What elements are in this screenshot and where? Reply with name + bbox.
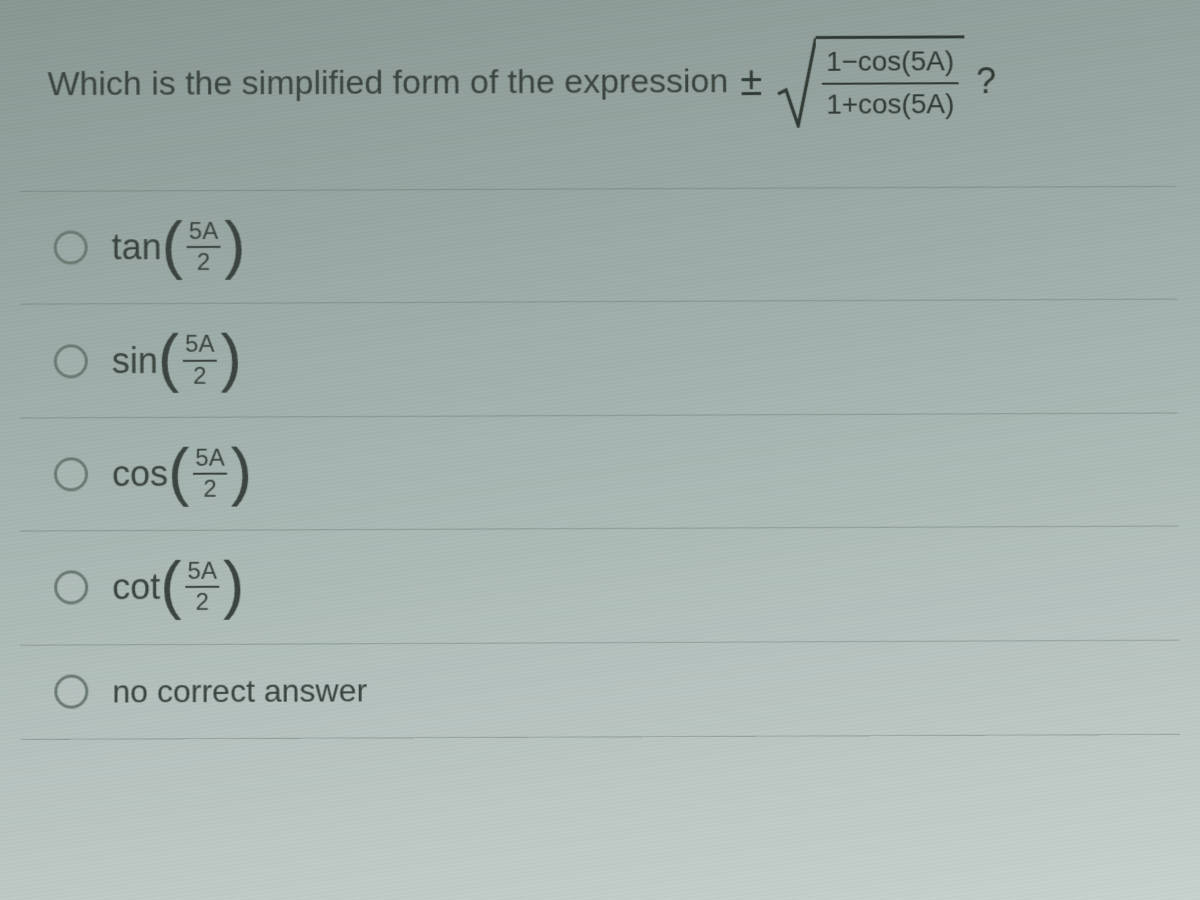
close-paren: ) bbox=[220, 336, 241, 381]
radicand-numerator: 1−cos(5A) bbox=[822, 46, 958, 79]
arg-numerator: 5A bbox=[193, 445, 226, 470]
option-math: cot ( 5A 2 ) bbox=[112, 559, 244, 616]
option-row[interactable]: tan ( 5A 2 ) bbox=[20, 187, 1177, 305]
option-row[interactable]: no correct answer bbox=[20, 640, 1180, 739]
radicand: 1−cos(5A) 1+cos(5A) bbox=[816, 35, 965, 123]
arg-numerator: 5A bbox=[186, 559, 219, 584]
radio-icon[interactable] bbox=[54, 571, 88, 605]
open-paren: ( bbox=[168, 449, 189, 494]
half-angle-fraction: 5A 2 bbox=[186, 559, 220, 616]
half-angle-fraction: 5A 2 bbox=[193, 445, 226, 502]
arg-denominator: 2 bbox=[194, 590, 211, 615]
radicand-denominator: 1+cos(5A) bbox=[822, 88, 958, 121]
fraction-bar bbox=[193, 473, 226, 475]
radio-icon[interactable] bbox=[54, 674, 88, 708]
option-row[interactable]: sin ( 5A 2 ) bbox=[20, 300, 1178, 418]
radical-icon bbox=[776, 36, 816, 128]
question-stem: Which is the simplified form of the expr… bbox=[20, 17, 1177, 191]
close-paren: ) bbox=[224, 223, 245, 268]
arg-denominator: 2 bbox=[195, 250, 212, 275]
stem-text: Which is the simplified form of the expr… bbox=[47, 58, 728, 110]
half-angle-fraction: 5A 2 bbox=[187, 219, 220, 275]
open-paren: ( bbox=[162, 223, 183, 268]
options-list: tan ( 5A 2 ) sin ( 5A 2 ) bbox=[20, 186, 1180, 740]
fraction-bar bbox=[183, 359, 216, 361]
plus-minus-symbol: ± bbox=[740, 53, 762, 111]
trig-fn: sin bbox=[112, 340, 158, 382]
question-card: Which is the simplified form of the expr… bbox=[20, 17, 1182, 884]
radio-icon[interactable] bbox=[54, 457, 88, 491]
fraction-bar bbox=[822, 82, 958, 85]
arg-denominator: 2 bbox=[201, 477, 218, 502]
option-text: no correct answer bbox=[112, 672, 367, 710]
trig-fn: tan bbox=[112, 226, 162, 268]
radio-icon[interactable] bbox=[54, 231, 88, 265]
arg-denominator: 2 bbox=[191, 363, 208, 388]
radicand-fraction: 1−cos(5A) 1+cos(5A) bbox=[822, 46, 959, 121]
fraction-bar bbox=[187, 246, 220, 248]
option-math: sin ( 5A 2 ) bbox=[112, 332, 242, 389]
arg-numerator: 5A bbox=[187, 219, 220, 244]
option-math: tan ( 5A 2 ) bbox=[112, 219, 246, 276]
radio-icon[interactable] bbox=[54, 344, 88, 378]
option-row[interactable]: cos ( 5A 2 ) bbox=[20, 413, 1179, 531]
question-mark: ? bbox=[976, 55, 996, 107]
arg-numerator: 5A bbox=[183, 332, 216, 357]
option-row[interactable]: cot ( 5A 2 ) bbox=[20, 527, 1179, 646]
trig-fn: cos bbox=[112, 453, 168, 495]
trig-fn: cot bbox=[112, 566, 160, 608]
half-angle-fraction: 5A 2 bbox=[183, 332, 216, 388]
open-paren: ( bbox=[160, 563, 181, 608]
option-math: cos ( 5A 2 ) bbox=[112, 445, 252, 502]
square-root-expression: 1−cos(5A) 1+cos(5A) bbox=[776, 35, 965, 127]
close-paren: ) bbox=[231, 449, 252, 494]
fraction-bar bbox=[186, 586, 219, 588]
close-paren: ) bbox=[223, 563, 244, 608]
open-paren: ( bbox=[158, 336, 179, 381]
